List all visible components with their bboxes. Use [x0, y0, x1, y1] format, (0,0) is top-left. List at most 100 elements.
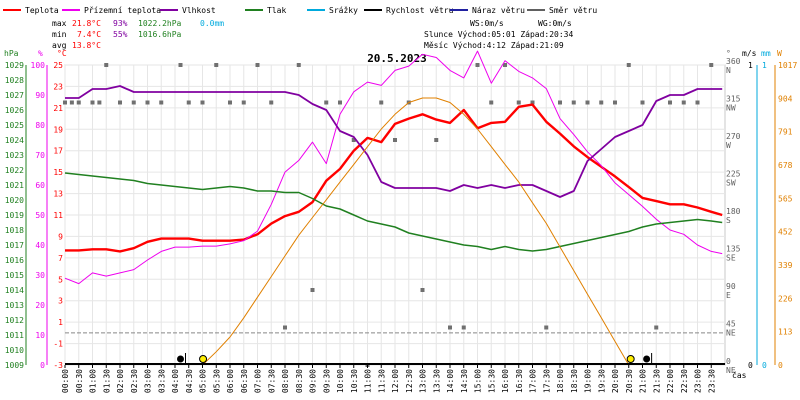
x-tick-label: 02:00 — [116, 369, 125, 393]
x-tick-label: 22:30 — [680, 369, 689, 393]
wind-direction-point — [338, 100, 342, 105]
wind-dir-tick-value: 135 — [726, 245, 741, 254]
wind-direction-point — [379, 100, 384, 105]
chart-date: 20.5.2023 — [367, 52, 427, 65]
wind-direction-point — [131, 100, 136, 105]
wind-direction-point — [695, 100, 700, 105]
wind-direction-point — [571, 100, 576, 105]
wind-direction-point — [269, 100, 274, 105]
pressure_hpa-tick-label: 1020 — [5, 196, 24, 205]
x-tick-label: 06:30 — [240, 369, 249, 393]
wind-direction-point — [530, 100, 535, 105]
wind-direction-point — [63, 100, 67, 105]
x-tick-label: 11:30 — [377, 369, 386, 393]
humidity_pct-tick-label: 50 — [35, 211, 45, 220]
pressure_hpa-tick-label: 1015 — [5, 271, 24, 280]
wind-dir-tick-value: 270 — [726, 132, 741, 141]
x-tick-label: 20:30 — [625, 369, 634, 393]
solar-tick-label: 904 — [778, 94, 793, 103]
x-tick-label: 07:30 — [267, 369, 276, 393]
wind-direction-point — [503, 63, 507, 67]
series-line-p-zemn-teplota — [64, 50, 723, 285]
pressure_hpa-tick-label: 1023 — [5, 151, 24, 160]
x-tick-label: 01:30 — [102, 369, 111, 393]
pressure_hpa-tick-label: 1029 — [5, 61, 24, 70]
humidity_pct-tick-label: 80 — [35, 121, 45, 130]
temperature_c-tick-label: 11 — [53, 211, 63, 220]
wind-direction-point — [214, 63, 219, 67]
wind-direction-point — [97, 100, 102, 105]
wind-dir-tick-label: N — [726, 66, 731, 75]
wind-direction-point — [186, 100, 191, 105]
humidity_pct-tick-label: 0 — [40, 361, 45, 370]
pressure_hpa-tick-label: 1025 — [5, 121, 24, 130]
unit-degc: °C — [57, 49, 67, 58]
wind-direction-point — [489, 100, 494, 105]
x-tick-label: 18:30 — [570, 369, 579, 393]
x-axis-unit: čas — [732, 370, 747, 380]
wind-direction-point — [69, 100, 74, 105]
pressure_hpa-tick-label: 1016 — [5, 256, 24, 265]
wind-direction-point — [324, 100, 329, 105]
sun-marker — [199, 355, 208, 363]
wind-dir-tick-value: 315 — [726, 95, 741, 104]
series-line-teplota — [65, 103, 723, 253]
pressure_hpa-tick-label: 1019 — [5, 211, 24, 220]
solar-tick-label: 339 — [778, 261, 793, 270]
axes: 1009101010111012101310141015101610171018… — [5, 57, 798, 375]
temperature_c-tick-label: 13 — [53, 190, 63, 199]
x-tick-label: 23:30 — [707, 369, 716, 393]
wind-direction-point — [668, 100, 672, 105]
wind-dir-tick-value: 360 — [726, 57, 741, 66]
x-tick-label: 00:30 — [75, 369, 84, 393]
wind-direction-point — [118, 100, 122, 105]
wind-direction-point — [448, 325, 452, 330]
wind-direction-point — [585, 100, 590, 105]
pressure_hpa-tick-label: 1026 — [5, 106, 24, 115]
x-tick-label: 20:00 — [611, 369, 620, 393]
wind-dir-tick-value: 90 — [726, 282, 736, 291]
x-tick-label: 05:30 — [212, 369, 221, 393]
wind-dir-tick-label: NE — [726, 366, 736, 375]
series-line-solar — [202, 97, 630, 366]
x-tick-label: 02:30 — [130, 369, 139, 393]
x-tick-label: 04:00 — [171, 369, 180, 393]
stats-sun: Slunce Východ:05:01 Západ:20:34 — [424, 30, 573, 39]
humidity_pct-tick-label: 30 — [35, 271, 45, 280]
wind-dir-tick-value: 225 — [726, 170, 741, 179]
pressure_hpa-tick-label: 1012 — [5, 316, 24, 325]
wind-direction-point — [393, 138, 397, 142]
wind-direction-point — [76, 100, 81, 105]
x-tick-label: 17:00 — [529, 369, 538, 393]
solar-tick-label: 1017 — [778, 61, 797, 70]
wind-direction-point — [544, 325, 549, 330]
rain-tick-label: 1 — [762, 61, 767, 70]
stats-max-temp: 21.8°C — [72, 19, 101, 28]
x-tick-label: 13:00 — [419, 369, 428, 393]
stats-min-humidity: 55% — [113, 30, 128, 39]
stats-min-pressure: 1016.6hPa — [138, 30, 182, 39]
stats-block: max 21.8°C 93% 1022.2hPa 0.0mm min 7.4°C… — [52, 19, 573, 50]
wind-direction-point — [626, 63, 631, 67]
temperature_c-tick-label: 1 — [58, 318, 63, 327]
x-tick-label: 22:00 — [666, 369, 675, 393]
wind-direction-point — [613, 100, 617, 105]
x-tick-label: 14:00 — [446, 369, 455, 393]
wind-dir-tick-label: E — [726, 291, 731, 300]
pressure_hpa-tick-label: 1011 — [5, 331, 24, 340]
x-tick-label: 10:30 — [350, 369, 359, 393]
x-tick-label: 14:30 — [460, 369, 469, 393]
temperature_c-tick-label: -3 — [53, 361, 63, 370]
stats-wind-gust: WG:0m/s — [538, 19, 572, 28]
x-tick-label: 11:00 — [364, 369, 373, 393]
wind-direction-point — [241, 100, 246, 105]
x-tick-label: 16:00 — [501, 369, 510, 393]
moon-marker — [177, 355, 184, 363]
wind-speed-tick-label: 1 — [748, 61, 753, 70]
unit-hpa: hPa — [4, 49, 19, 58]
legend-label: Rychlost větru — [386, 6, 454, 15]
legend-label: Náraz větru — [472, 6, 525, 15]
pressure_hpa-tick-label: 1027 — [5, 91, 24, 100]
wind-direction-point — [461, 325, 466, 330]
x-tick-label: 13:30 — [432, 369, 441, 393]
